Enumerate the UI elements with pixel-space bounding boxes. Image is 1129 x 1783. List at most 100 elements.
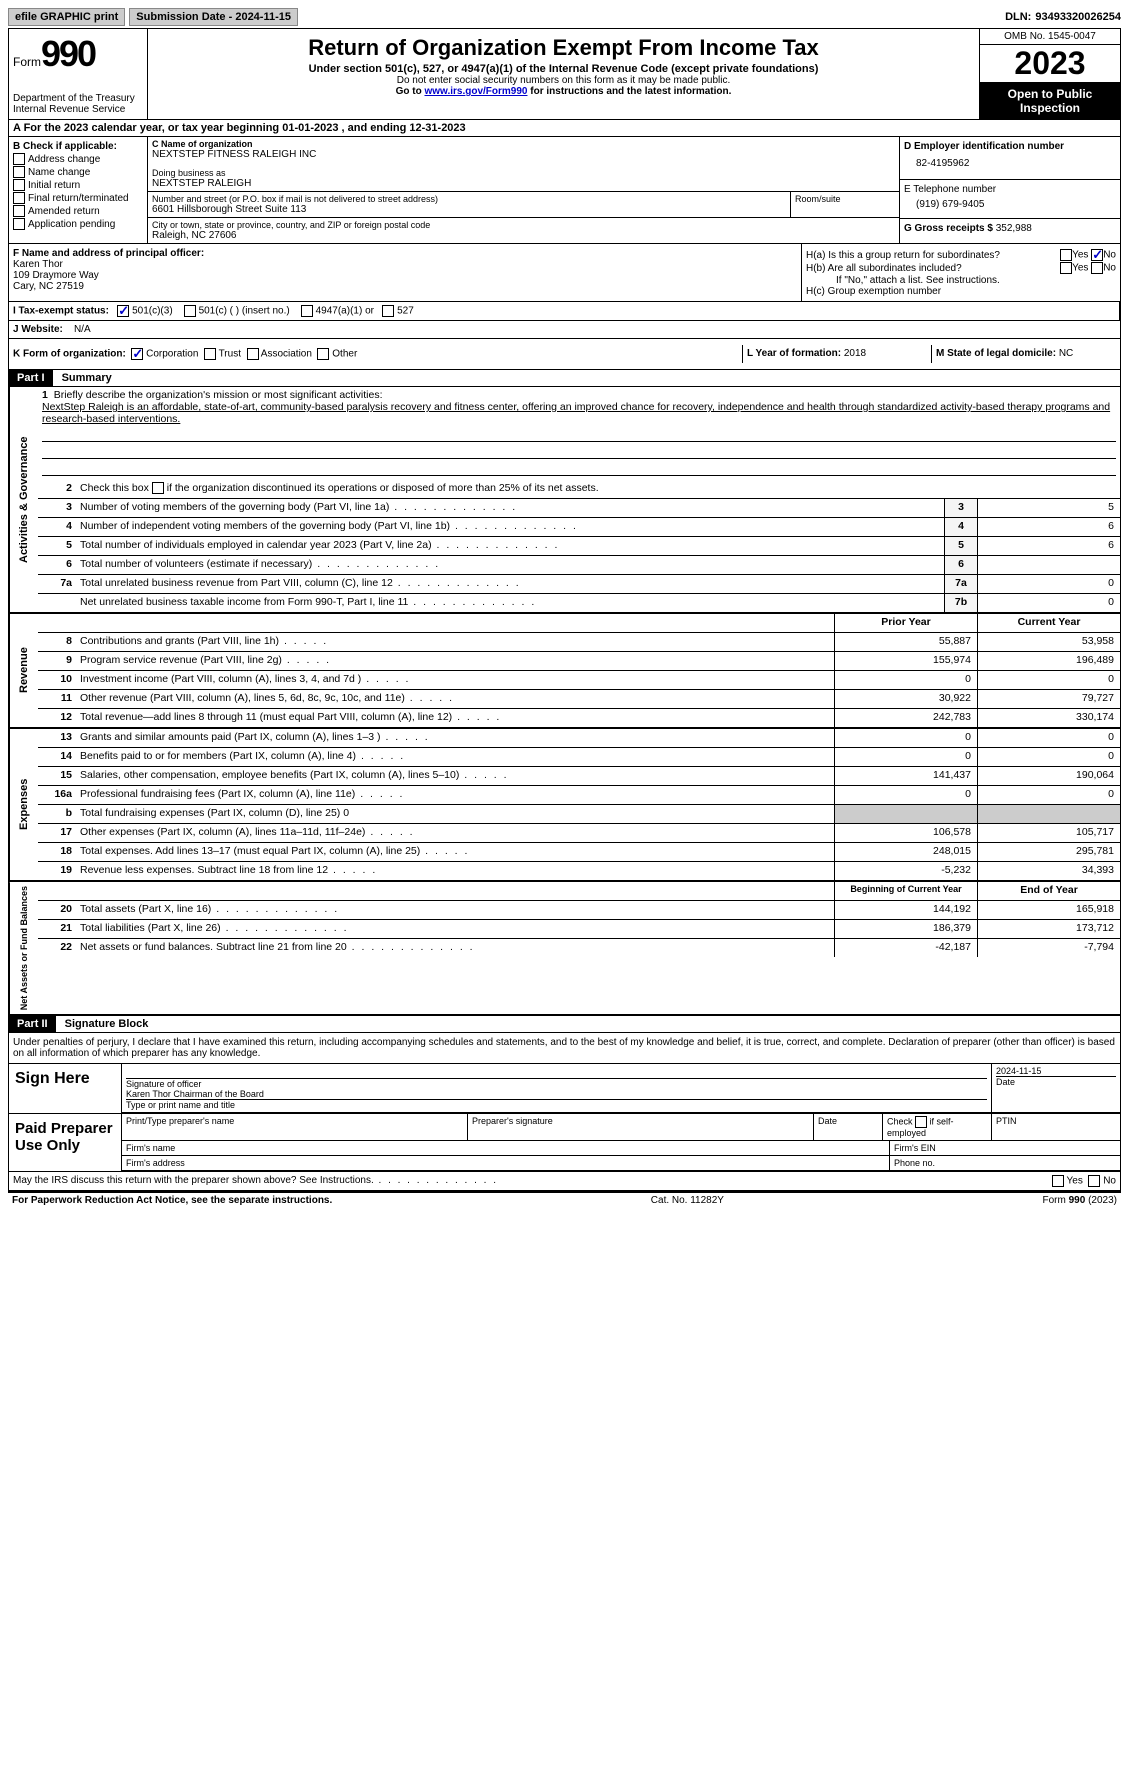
footer: For Paperwork Reduction Act Notice, see … — [8, 1191, 1121, 1208]
hb-no-checkbox[interactable] — [1091, 262, 1103, 274]
chk-amended[interactable]: Amended return — [13, 205, 143, 217]
discuss-no-checkbox[interactable] — [1088, 1175, 1100, 1187]
footer-mid: Cat. No. 11282Y — [651, 1195, 724, 1206]
side-expenses: Expenses — [9, 729, 38, 880]
discuss-yes-checkbox[interactable] — [1052, 1175, 1064, 1187]
ein-label: D Employer identification number — [904, 141, 1116, 152]
row-l-label: L Year of formation: — [747, 348, 844, 359]
row-m-value: NC — [1059, 348, 1073, 359]
revenue-header: Prior Year Current Year — [38, 614, 1120, 633]
city-value: Raleigh, NC 27606 — [152, 230, 895, 241]
discuss-label: May the IRS discuss this return with the… — [13, 1175, 1052, 1187]
goto-suffix: for instructions and the latest informat… — [527, 86, 731, 97]
chk-527[interactable] — [382, 305, 394, 317]
col-f: F Name and address of principal officer:… — [9, 244, 802, 301]
chk-other[interactable] — [317, 348, 329, 360]
chk-address-change[interactable]: Address change — [13, 153, 143, 165]
officer-addr2: Cary, NC 27519 — [13, 281, 797, 292]
chk-name-change[interactable]: Name change — [13, 166, 143, 178]
department-label: Department of the Treasury Internal Reve… — [13, 93, 143, 115]
hb-label: H(b) Are all subordinates included? — [806, 263, 1060, 274]
ha-no-checkbox[interactable] — [1091, 249, 1103, 261]
irs-link[interactable]: www.irs.gov/Form990 — [424, 86, 527, 97]
summary-line: 3Number of voting members of the governi… — [38, 499, 1120, 518]
prep-name-label: Print/Type preparer's name — [122, 1114, 468, 1140]
summary-line: 17Other expenses (Part IX, column (A), l… — [38, 824, 1120, 843]
submission-button[interactable]: Submission Date - 2024-11-15 — [129, 8, 298, 26]
row-j-website: J Website: N/A — [9, 321, 1120, 339]
row-m-label: M State of legal domicile: — [936, 348, 1059, 359]
row-l-value: 2018 — [844, 348, 866, 359]
prep-sig-label: Preparer's signature — [468, 1114, 814, 1140]
row-i-label: I Tax-exempt status: — [13, 306, 109, 317]
summary-line: 21Total liabilities (Part X, line 26)186… — [38, 920, 1120, 939]
chk-final-return[interactable]: Final return/terminated — [13, 192, 143, 204]
summary-line: 11Other revenue (Part VIII, column (A), … — [38, 690, 1120, 709]
summary-line: 4Number of independent voting members of… — [38, 518, 1120, 537]
section-fh: F Name and address of principal officer:… — [9, 244, 1120, 302]
chk-corp[interactable] — [131, 348, 143, 360]
street-value: 6601 Hillsborough Street Suite 113 — [152, 204, 786, 215]
chk-self-employed[interactable] — [915, 1116, 927, 1128]
col-b-label: B Check if applicable: — [13, 141, 143, 152]
summary-line: 8Contributions and grants (Part VIII, li… — [38, 633, 1120, 652]
side-netassets: Net Assets or Fund Balances — [9, 882, 38, 1014]
dln-value: 93493320026254 — [1035, 11, 1121, 23]
hc-label: H(c) Group exemption number — [806, 286, 1116, 297]
chk-assoc[interactable] — [247, 348, 259, 360]
row-j-label: J Website: — [13, 324, 66, 335]
org-name: NEXTSTEP FITNESS RALEIGH INC — [152, 149, 895, 160]
phone-label: E Telephone number — [904, 184, 1116, 195]
form-number: 990 — [41, 33, 95, 74]
row-i-status: I Tax-exempt status: 501(c)(3) 501(c) ( … — [9, 302, 1120, 321]
hb-note: If "No," attach a list. See instructions… — [806, 275, 1116, 286]
summary-line: 9Program service revenue (Part VIII, lin… — [38, 652, 1120, 671]
section-bcd: B Check if applicable: Address change Na… — [9, 137, 1120, 244]
header-middle: Return of Organization Exempt From Incom… — [148, 29, 979, 119]
line-2: 2 Check this box if the organization dis… — [38, 480, 1120, 499]
header-right: OMB No. 1545-0047 2023 Open to Public In… — [979, 29, 1120, 119]
chk-initial-return[interactable]: Initial return — [13, 179, 143, 191]
section-expenses: Expenses 13Grants and similar amounts pa… — [9, 729, 1120, 882]
chk-pending[interactable]: Application pending — [13, 218, 143, 230]
tax-year: 2023 — [980, 45, 1120, 83]
form-header: Form990 Department of the Treasury Inter… — [9, 29, 1120, 120]
row-a-begin: 01-01-2023 — [282, 122, 338, 134]
sig-date-label: Date — [996, 1077, 1116, 1087]
mission-text: NextStep Raleigh is an affordable, state… — [42, 401, 1110, 425]
summary-line: 22Net assets or fund balances. Subtract … — [38, 939, 1120, 957]
prep-date-label: Date — [814, 1114, 883, 1140]
ha-yes-checkbox[interactable] — [1060, 249, 1072, 261]
form-subtitle: Under section 501(c), 527, or 4947(a)(1)… — [152, 63, 975, 75]
summary-line: Net unrelated business taxable income fr… — [38, 594, 1120, 612]
chk-501c[interactable] — [184, 305, 196, 317]
efile-button[interactable]: efile GRAPHIC print — [8, 8, 125, 26]
gross-label: G Gross receipts $ — [904, 223, 996, 234]
form-title: Return of Organization Exempt From Incom… — [152, 35, 975, 61]
row-a-pre: A For the 2023 calendar year, or tax yea… — [13, 122, 282, 134]
summary-line: 14Benefits paid to or for members (Part … — [38, 748, 1120, 767]
summary-line: 13Grants and similar amounts paid (Part … — [38, 729, 1120, 748]
hb-yes-checkbox[interactable] — [1060, 262, 1072, 274]
section-netassets: Net Assets or Fund Balances Beginning of… — [9, 882, 1120, 1016]
summary-line: 10Investment income (Part VIII, column (… — [38, 671, 1120, 690]
part1-header: Part I — [9, 370, 53, 386]
goto-prefix: Go to — [396, 86, 425, 97]
firm-phone-label: Phone no. — [890, 1156, 1120, 1170]
firm-addr-label: Firm's address — [122, 1156, 890, 1170]
sign-here-label: Sign Here — [9, 1064, 121, 1113]
summary-line: 16aProfessional fundraising fees (Part I… — [38, 786, 1120, 805]
net-header: Beginning of Current Year End of Year — [38, 882, 1120, 901]
top-bar: efile GRAPHIC print Submission Date - 20… — [8, 8, 1121, 26]
chk-4947[interactable] — [301, 305, 313, 317]
chk-discontinued[interactable] — [152, 482, 164, 494]
summary-line: 12Total revenue—add lines 8 through 11 (… — [38, 709, 1120, 727]
row-a-calendar: A For the 2023 calendar year, or tax yea… — [9, 120, 1120, 137]
submission-date: 2024-11-15 — [235, 11, 291, 23]
summary-line: 20Total assets (Part X, line 16)144,1921… — [38, 901, 1120, 920]
form-prefix: Form — [13, 55, 41, 69]
penalties-text: Under penalties of perjury, I declare th… — [9, 1033, 1120, 1063]
public-inspection: Open to Public Inspection — [980, 83, 1120, 119]
chk-trust[interactable] — [204, 348, 216, 360]
chk-501c3[interactable] — [117, 305, 129, 317]
